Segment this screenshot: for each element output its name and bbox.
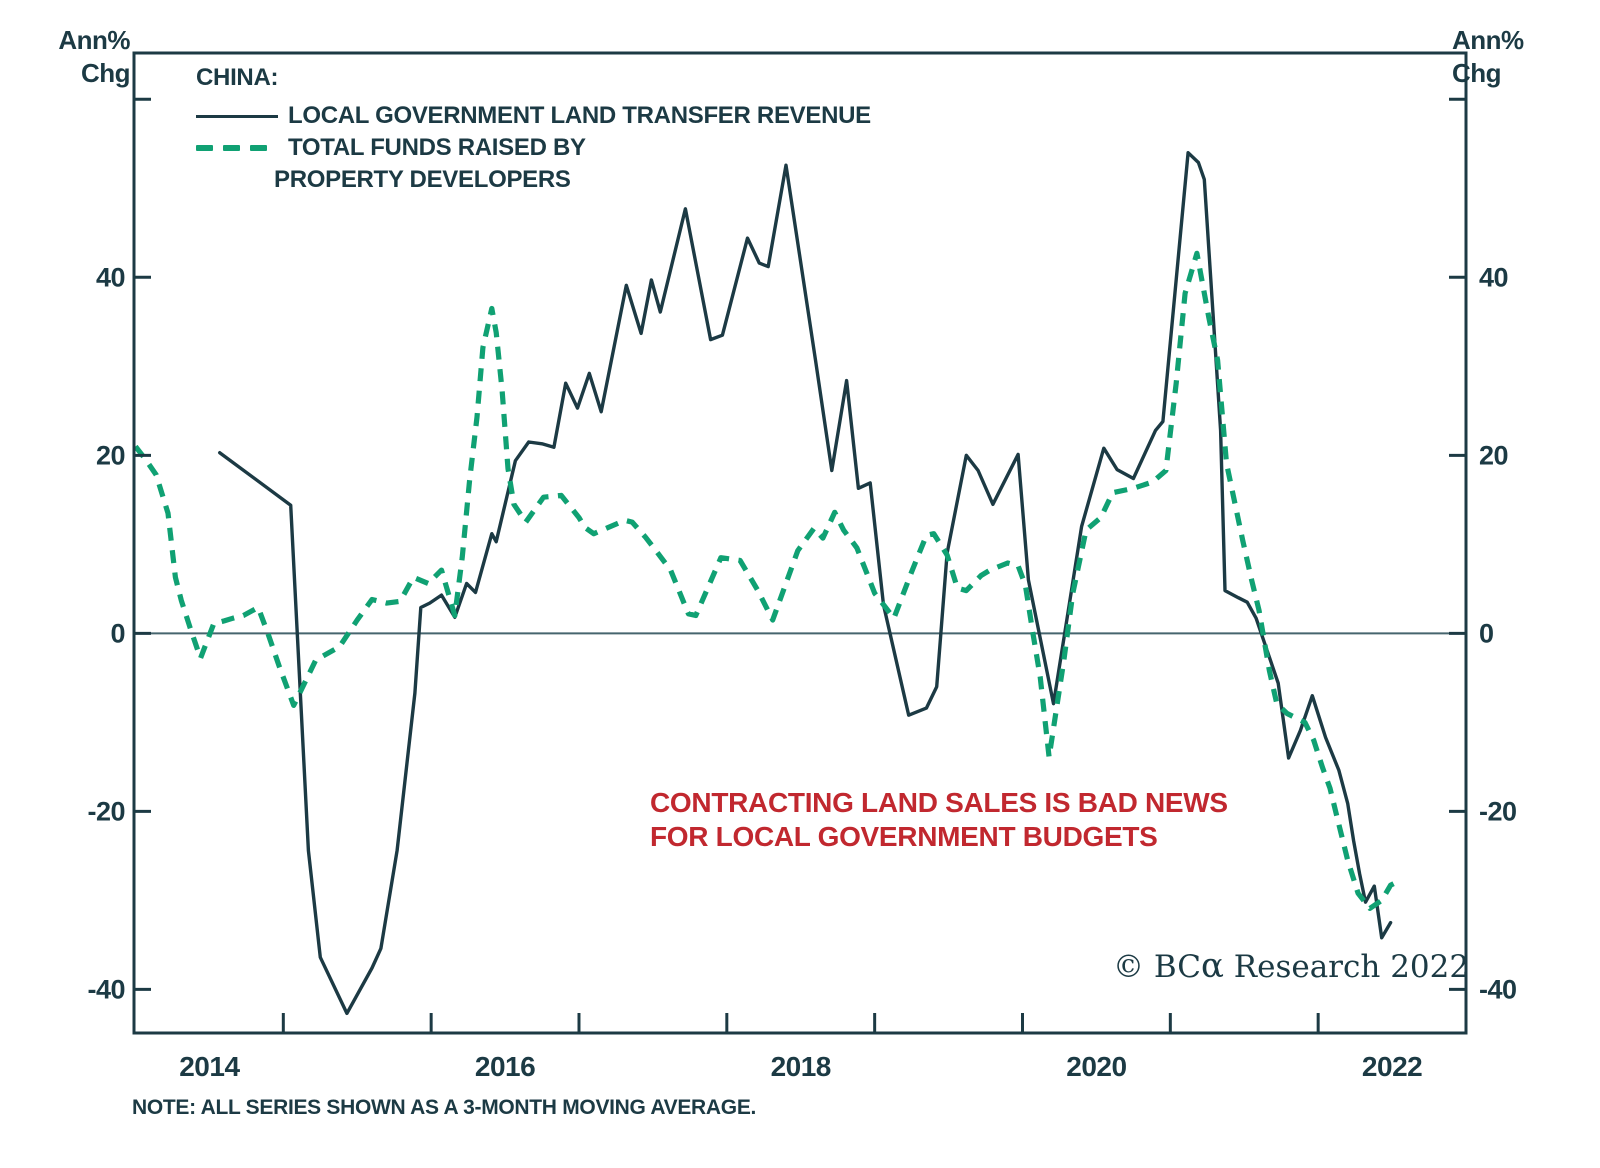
copyright-symbol: © xyxy=(1113,949,1154,985)
y-axis-unit-right-line2: Chg xyxy=(1452,58,1502,88)
y-axis-label-left: -20 xyxy=(87,796,125,826)
y-axis-label-right: -40 xyxy=(1479,974,1517,1004)
x-axis-label: 2022 xyxy=(1362,1051,1422,1082)
x-axis-label: 2020 xyxy=(1066,1051,1126,1082)
footnote: NOTE: ALL SERIES SHOWN AS A 3-MONTH MOVI… xyxy=(132,1096,757,1119)
series-line-funds-raised xyxy=(133,250,1401,911)
brand-rest: Research xyxy=(1223,949,1391,985)
y-axis-label-right: -20 xyxy=(1479,796,1517,826)
series-line-land-revenue xyxy=(218,151,1393,1016)
y-axis-label-left: 40 xyxy=(96,262,125,292)
y-axis-label-left: 0 xyxy=(110,618,125,648)
y-axis-label-left: -40 xyxy=(87,974,125,1004)
dashed-line-sample-icon xyxy=(196,145,278,151)
bca-research-credit: © BCα Research 2022 xyxy=(1113,946,1469,986)
legend-label-series1: LOCAL GOVERNMENT LAND TRANSFER REVENUE xyxy=(288,102,871,129)
legend-title: CHINA: xyxy=(196,64,279,91)
credit-year: 2022 xyxy=(1390,949,1470,985)
legend: CHINA: LOCAL GOVERNMENT LAND TRANSFER RE… xyxy=(196,64,871,196)
y-axis-label-left: 20 xyxy=(96,440,125,470)
legend-label-series2-line1: TOTAL FUNDS RAISED BY xyxy=(288,134,586,161)
y-axis-label-right: 0 xyxy=(1479,618,1494,648)
legend-item-funds-raised: TOTAL FUNDS RAISED BY xyxy=(196,132,871,164)
solid-line-sample-icon xyxy=(196,114,278,118)
x-axis-label: 2014 xyxy=(179,1051,240,1082)
brand-bc: BC xyxy=(1153,949,1201,985)
y-axis-unit-left-line1: Ann% xyxy=(58,25,130,55)
y-axis-unit-right: Ann% Chg xyxy=(1450,24,1552,90)
y-axis-unit-right-line1: Ann% xyxy=(1452,25,1524,55)
plot-frame xyxy=(132,51,1468,1035)
legend-label-series2-line2: PROPERTY DEVELOPERS xyxy=(274,166,571,193)
x-axis-label: 2018 xyxy=(771,1051,831,1082)
y-axis-unit-left: Ann% Chg xyxy=(30,24,130,90)
y-axis-label-right: 20 xyxy=(1479,440,1508,470)
annotation-line2: FOR LOCAL GOVERNMENT BUDGETS xyxy=(650,821,1158,852)
x-axis-label: 2016 xyxy=(475,1051,535,1082)
brand-alpha: α xyxy=(1200,946,1224,986)
y-axis-unit-left-line2: Chg xyxy=(80,58,131,88)
y-axis-label-right: 40 xyxy=(1479,262,1508,292)
legend-item-land-transfer-revenue: LOCAL GOVERNMENT LAND TRANSFER REVENUE xyxy=(196,100,871,132)
annotation-text: CONTRACTING LAND SALES IS BAD NEWS FOR L… xyxy=(650,786,1228,854)
annotation-line1: CONTRACTING LAND SALES IS BAD NEWS xyxy=(650,787,1228,818)
